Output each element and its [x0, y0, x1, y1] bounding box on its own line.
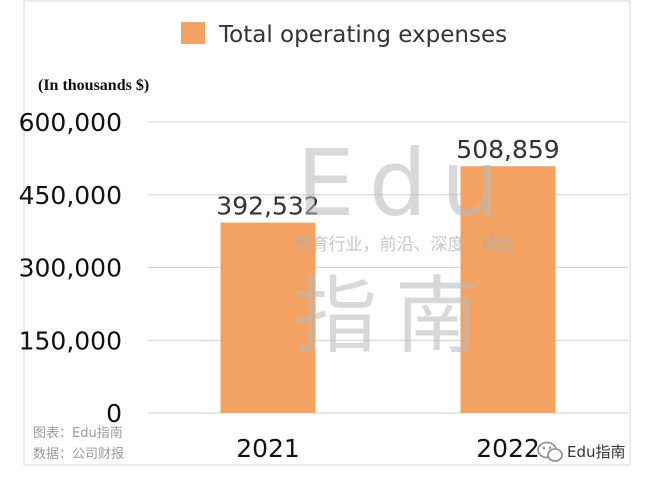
bars [220, 166, 556, 413]
y-tick-label: 600,000 [19, 108, 122, 137]
legend-label: Total operating expenses [218, 22, 507, 48]
watermark-brand-cn: 指南 [293, 267, 497, 365]
y-tick-label: 450,000 [19, 181, 122, 210]
wechat-icon [537, 441, 563, 462]
bar-2021 [220, 222, 316, 413]
x-tick-label-2022: 2022 [476, 434, 540, 463]
bar-2022 [460, 166, 556, 413]
y-tick-label: 150,000 [19, 326, 122, 355]
x-tick-label-2021: 2021 [236, 434, 300, 463]
legend-swatch [181, 22, 205, 44]
y-tick-label: 300,000 [19, 254, 122, 283]
y-axis-ticks: 0 150,000 300,000 450,000 600,000 [19, 108, 122, 428]
data-label-2021: 392,532 [216, 192, 319, 221]
watermark-tagline: 教育行业，前沿、深度、独家 [295, 235, 516, 255]
wechat-label: Edu指南 [567, 443, 626, 461]
x-axis-labels: 2021 2022 [236, 434, 540, 463]
y-tick-label: 0 [106, 399, 122, 428]
watermark-brand: Edu [297, 130, 514, 237]
unit-label: (In thousands $) [38, 77, 149, 94]
source-data: 数据：公司财报 [33, 447, 124, 462]
source-chart: 图表：Edu指南 [33, 425, 123, 441]
data-label-2022: 508,859 [456, 135, 559, 164]
data-labels: 392,532 508,859 [216, 135, 559, 220]
